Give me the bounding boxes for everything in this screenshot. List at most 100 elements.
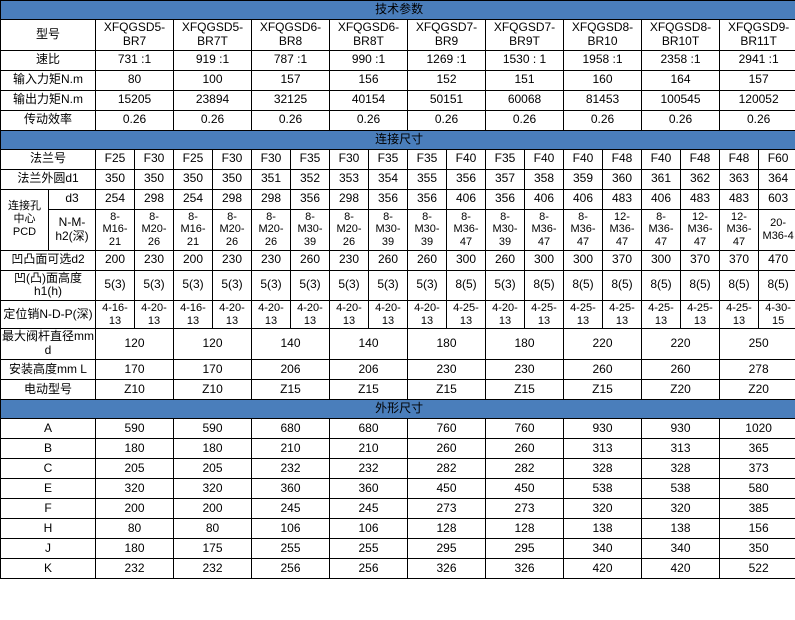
row-label-dim-h: H (0, 517, 96, 539)
cell-d2: 260 (290, 249, 330, 271)
model-header: XFQGSD7- BR9 (407, 19, 486, 51)
model-header: XFQGSD5- BR7T (173, 19, 252, 51)
cell-h1h: 8(5) (680, 269, 720, 302)
cell-pin: 4-25- 13 (719, 300, 759, 330)
row-label-stem: 最大阀杆直径mm d (0, 328, 96, 360)
cell-dim-h: 138 (563, 517, 642, 539)
cell-d2: 300 (524, 249, 564, 271)
cell-pin: 4-20- 13 (290, 300, 330, 330)
cell-stem: 220 (563, 328, 642, 360)
cell-height: 230 (407, 358, 486, 380)
cell-d2: 370 (719, 249, 759, 271)
cell-dim-c: 205 (173, 457, 252, 479)
cell-d3: 254 (173, 188, 213, 210)
cell-dim-h: 80 (95, 517, 174, 539)
cell-dim-j: 295 (407, 537, 486, 559)
cell-dim-h: 80 (173, 517, 252, 539)
cell-d2: 230 (134, 249, 174, 271)
row-label-efficiency: 传动效率 (0, 109, 96, 131)
cell-dim-a: 930 (563, 417, 642, 439)
row-label-ratio: 速比 (0, 49, 96, 71)
cell-d3: 483 (680, 188, 720, 210)
cell-efficiency: 0.26 (251, 109, 330, 131)
cell-flange-od: 351 (251, 168, 291, 190)
cell-dim-j: 340 (641, 537, 720, 559)
cell-dim-b: 180 (173, 437, 252, 459)
table-row: 凹凸面可选d2 200 230 200 230 230 260 230 260 260 300 260… (0, 249, 795, 271)
cell-height: 230 (485, 358, 564, 380)
cell-input-torque: 157 (251, 69, 330, 91)
cell-d2: 300 (563, 249, 603, 271)
cell-d2: 260 (485, 249, 525, 271)
row-label-dim-a: A (0, 417, 96, 439)
cell-flange-no: F35 (290, 148, 330, 170)
model-header: XFQGSD9- BR11T (718, 19, 795, 51)
table-row: 连接孔 中心 PCD d3 254 298 254 298 298 356 298 356 356 406… (0, 188, 795, 251)
cell-dim-c: 282 (407, 457, 486, 479)
cell-dim-c: 232 (329, 457, 408, 479)
cell-ratio: 2941 :1 (718, 49, 795, 71)
cell-nmh2: 8- M16- 21 (173, 208, 213, 251)
cell-dim-e: 450 (485, 477, 564, 499)
cell-dim-c: 328 (641, 457, 720, 479)
cell-flange-od: 363 (719, 168, 759, 190)
cell-motor: Z20 (641, 378, 720, 400)
cell-flange-od: 358 (524, 168, 564, 190)
cell-motor: Z15 (251, 378, 330, 400)
cell-nmh2-merged: 20- M36-4 (757, 208, 795, 251)
cell-dim-k: 420 (641, 557, 720, 579)
cell-pin: 4-25- 13 (641, 300, 681, 330)
cell-input-torque: 160 (563, 69, 642, 91)
cell-dim-f: 200 (95, 497, 174, 519)
cell-dim-b: 180 (95, 437, 174, 459)
model-header: XFQGSD5- BR7 (95, 19, 174, 51)
table-row: 法兰外圆d1 350 350 350 350 351 352 353 354 355 356 357 3… (0, 168, 795, 190)
row-label-d3: d3 (48, 188, 96, 210)
cell-h1h: 8(5) (446, 269, 486, 302)
cell-dim-b: 210 (251, 437, 330, 459)
cell-h1h: 5(3) (407, 269, 447, 302)
cell-h1h: 8(5) (719, 269, 759, 302)
cell-d2: 230 (212, 249, 252, 271)
cell-efficiency: 0.26 (329, 109, 408, 131)
cell-flange-no: F30 (251, 148, 291, 170)
table-body: 技术参数 型号 XFQGSD5- BR7 XFQGSD5- BR7T XFQGSD6- BR8… (0, 0, 795, 579)
table-row: 输出力矩N.m 15205 23894 32125 40154 50151 60068 814… (0, 89, 795, 111)
table-row: N-M-h2(深) 8- M16- 21 8- M20- 26 8- M16- 21 8- M20- 2… (1, 208, 795, 251)
cell-motor: Z20 (718, 378, 795, 400)
cell-dim-c: 282 (485, 457, 564, 479)
cell-dim-a: 760 (407, 417, 486, 439)
cell-dim-c: 205 (95, 457, 174, 479)
table-row: 凹(凸)面高度 h1(h) 5(3) 5(3) 5(3) 5(3) 5(3) 5(3) 5(3)… (0, 269, 795, 302)
table-row: 法兰号 F25 F30 F25 F30 F30 F35 F30 F35 F35 F40 F35 F40 F… (0, 148, 795, 170)
cell-flange-od: 361 (641, 168, 681, 190)
cell-h1h: 5(3) (134, 269, 174, 302)
cell-flange-no: F48 (680, 148, 720, 170)
cell-flange-od: 350 (212, 168, 252, 190)
cell-d2: 200 (173, 249, 213, 271)
cell-stem: 180 (407, 328, 486, 360)
cell-d3: 298 (251, 188, 291, 210)
cell-d2: 260 (407, 249, 447, 271)
cell-efficiency: 0.26 (718, 109, 795, 131)
cell-dim-e: 538 (641, 477, 720, 499)
table-row: B 180 180 210 210 260 260 313 313 365 (0, 437, 795, 459)
cell-h1h: 5(3) (95, 269, 135, 302)
cell-pin: 4-20- 13 (407, 300, 447, 330)
cell-dim-j: 255 (251, 537, 330, 559)
cell-output-torque: 120052 (718, 89, 795, 111)
cell-pin: 4-20- 13 (212, 300, 252, 330)
cell-pin: 4-25- 13 (680, 300, 720, 330)
cell-input-torque: 156 (329, 69, 408, 91)
row-label-model: 型号 (0, 19, 96, 51)
table-row: 安装高度mm L 170 170 206 206 230 230 260 260 278 (0, 358, 795, 380)
table-row: K 232 232 256 256 326 326 420 420 522 (0, 557, 795, 579)
table-row: A 590 590 680 680 760 760 930 930 1020 (0, 417, 795, 439)
cell-nmh2: 8- M20- 26 (212, 208, 252, 251)
cell-nmh2: 12- M36- 47 (680, 208, 720, 251)
cell-pin: 4-25- 13 (563, 300, 603, 330)
cell-dim-c: 328 (563, 457, 642, 479)
cell-dim-k: 326 (485, 557, 564, 579)
cell-d3: 298 (134, 188, 174, 210)
cell-motor: Z15 (563, 378, 642, 400)
